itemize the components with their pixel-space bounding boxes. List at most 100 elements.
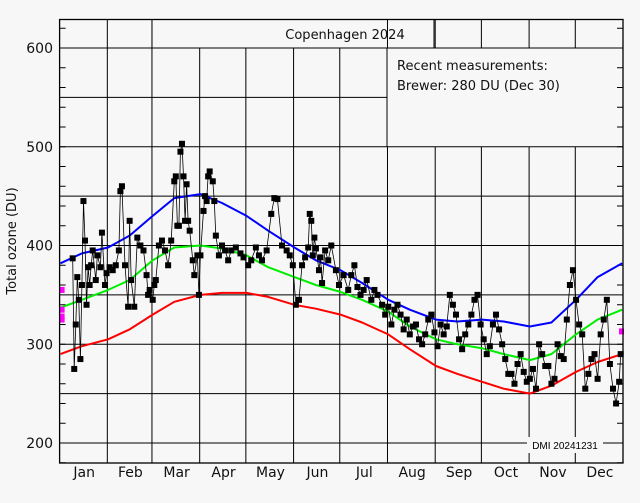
measurement-point <box>526 375 533 382</box>
month-label-apr: Apr <box>211 465 235 481</box>
measurement-point <box>551 375 558 382</box>
measurement-point <box>177 148 184 155</box>
measurement-point <box>348 272 355 279</box>
measurement-point <box>83 301 90 308</box>
measurement-point <box>489 321 496 328</box>
month-label-mar: Mar <box>163 465 190 481</box>
measurement-point <box>474 291 481 298</box>
previous-year-point <box>59 286 65 293</box>
measurement-point <box>305 244 312 251</box>
measurement-point <box>306 210 313 217</box>
measurement-point <box>274 196 281 203</box>
measurement-point <box>588 356 595 363</box>
measurement-point <box>155 242 162 249</box>
measurement-point <box>576 321 583 328</box>
measurement-point <box>74 274 81 281</box>
measurement-point <box>542 362 549 369</box>
measurement-point <box>319 280 326 287</box>
month-label-may: May <box>256 465 285 481</box>
month-label-oct: Oct <box>494 465 519 481</box>
measurement-point <box>613 400 620 407</box>
measurement-point <box>309 252 316 259</box>
measurement-point <box>299 262 306 269</box>
measurement-point <box>477 321 484 328</box>
measurement-point <box>431 329 438 336</box>
measurement-point <box>311 234 318 241</box>
measurement-point <box>140 247 147 254</box>
measurement-point <box>340 272 347 279</box>
measurement-point <box>374 291 381 298</box>
measurement-point <box>295 296 302 303</box>
measurement-point <box>591 351 598 358</box>
measurement-point <box>609 385 616 392</box>
measurement-point <box>468 311 475 318</box>
measurement-point <box>178 140 185 147</box>
measurement-point <box>194 252 201 259</box>
month-label-sep: Sep <box>446 465 473 481</box>
measurement-point <box>486 343 493 350</box>
measurement-point <box>345 286 352 293</box>
measurement-point <box>72 321 79 328</box>
measurement-point <box>245 262 252 269</box>
month-label-nov: Nov <box>539 465 566 481</box>
measurement-point <box>180 173 187 180</box>
measurement-point <box>69 255 76 262</box>
measurement-point <box>85 264 92 271</box>
measurement-point <box>325 257 332 264</box>
measurement-point <box>149 296 156 303</box>
measurement-point <box>102 282 109 288</box>
month-label-jun: Jun <box>306 465 329 481</box>
measurement-point <box>422 331 429 338</box>
measurement-point <box>412 321 419 328</box>
measurement-point <box>563 316 570 323</box>
measurement-point <box>200 207 207 214</box>
measurement-point <box>81 237 88 244</box>
measurement-point <box>112 262 119 269</box>
measurement-point <box>594 375 601 382</box>
measurement-point <box>292 301 299 308</box>
measurement-point <box>511 380 518 387</box>
measurement-point <box>158 237 165 244</box>
measurement-point <box>202 193 209 200</box>
measurement-point <box>209 178 216 185</box>
measurement-point <box>86 282 93 288</box>
measurement-point <box>379 301 386 308</box>
measurement-point <box>222 247 229 254</box>
previous-year-point <box>619 328 624 335</box>
y-tick-label: 500 <box>26 140 53 156</box>
recent-measurements-label: Recent measurements: <box>397 59 548 74</box>
measurement-point <box>360 286 367 293</box>
measurement-point <box>97 264 104 271</box>
measurement-point <box>171 178 178 185</box>
measurement-point <box>566 282 573 288</box>
measurement-point <box>368 296 375 303</box>
measurement-point <box>195 291 202 298</box>
brewer-reading: Brewer: 280 DU (Dec 30) <box>397 79 560 94</box>
measurement-point <box>517 351 524 358</box>
chart-title: Copenhagen 2024 <box>285 28 404 43</box>
measurement-point <box>400 326 407 333</box>
y-tick-labels: 200 300 400 500 600 <box>26 41 53 452</box>
measurement-point <box>92 277 99 284</box>
measurement-point <box>480 336 487 343</box>
month-label-aug: Aug <box>398 465 425 481</box>
measurement-point <box>268 210 275 217</box>
measurement-point <box>363 277 370 284</box>
measurement-point <box>539 351 546 358</box>
measurement-point <box>419 341 426 348</box>
measurement-point <box>117 188 124 195</box>
measurement-point <box>409 323 416 330</box>
measurement-point <box>416 336 423 343</box>
measurement-point <box>462 331 469 338</box>
month-label-jul: Jul <box>355 465 373 481</box>
measurement-point <box>557 353 564 360</box>
measurement-point <box>382 311 389 318</box>
measurement-point <box>252 244 259 251</box>
month-label-feb: Feb <box>118 465 143 481</box>
measurement-point <box>126 217 133 224</box>
measurement-point <box>146 286 153 293</box>
measurement-point <box>151 282 158 288</box>
measurement-point <box>94 252 101 259</box>
y-tick-label: 600 <box>26 41 53 57</box>
